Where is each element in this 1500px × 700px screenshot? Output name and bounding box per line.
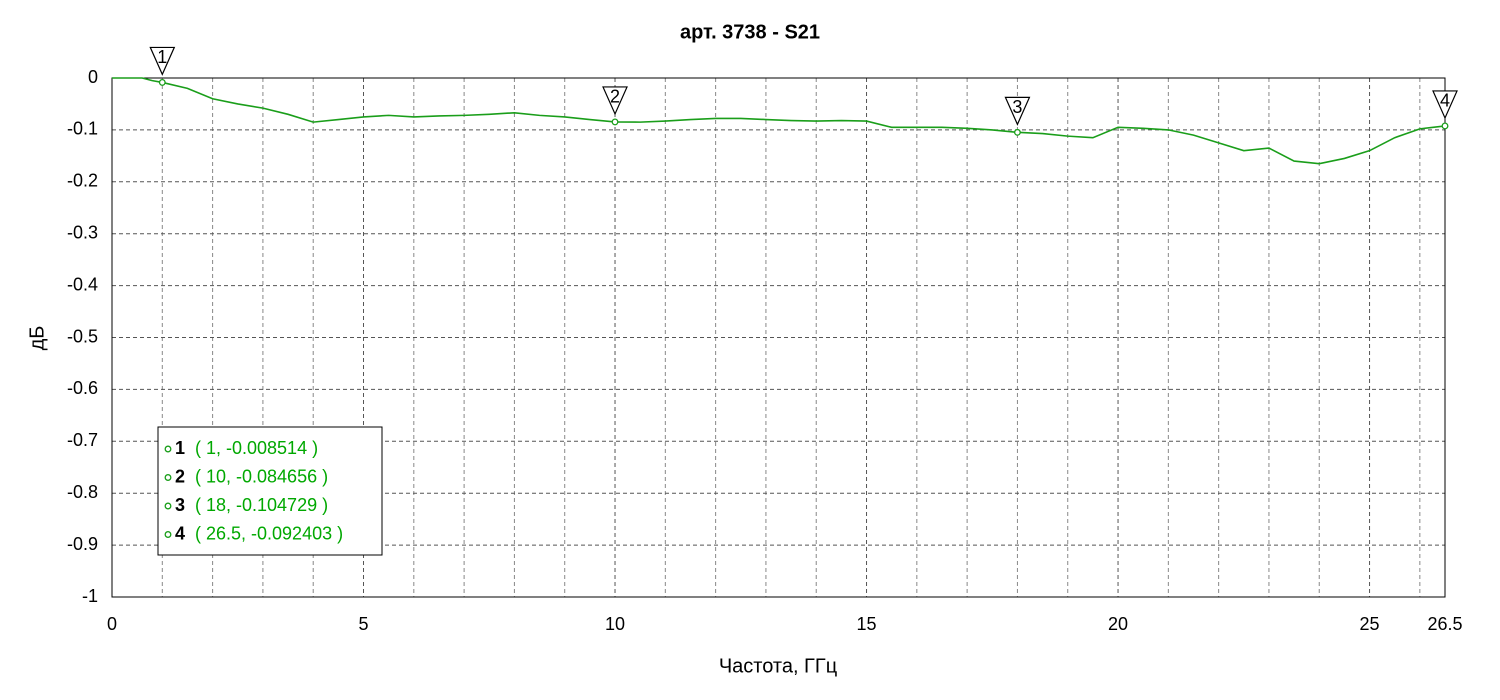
x-axis-label: Частота, ГГц bbox=[719, 655, 837, 677]
x-tick-label: 26.5 bbox=[1427, 614, 1462, 634]
legend-number: 3 bbox=[175, 495, 185, 515]
marker-triangle bbox=[1004, 96, 1031, 126]
legend-value: ( 18, -0.104729 ) bbox=[195, 495, 328, 515]
y-tick-label: -0.2 bbox=[67, 171, 98, 191]
marker-point bbox=[611, 118, 619, 126]
legend-number: 2 bbox=[175, 466, 185, 486]
y-tick-label: -0.3 bbox=[67, 222, 98, 242]
legend-number: 1 bbox=[175, 438, 185, 458]
y-tick-label: -1 bbox=[82, 586, 98, 606]
marker-number: 3 bbox=[1012, 97, 1022, 117]
legend-value: ( 26.5, -0.092403 ) bbox=[195, 523, 343, 543]
legend-dot bbox=[164, 531, 172, 538]
marker-point bbox=[1013, 128, 1021, 136]
y-tick-label: -0.1 bbox=[67, 119, 98, 139]
y-tick-label: -0.7 bbox=[67, 430, 98, 450]
y-axis-label: дБ bbox=[26, 326, 48, 351]
marker-point bbox=[1441, 122, 1449, 130]
y-tick-label: -0.8 bbox=[67, 482, 98, 502]
legend-number: 4 bbox=[175, 523, 185, 543]
y-tick-label: -0.4 bbox=[67, 274, 98, 294]
marker-point bbox=[158, 78, 166, 86]
y-tick-label: 0 bbox=[88, 67, 98, 87]
legend-value: ( 10, -0.084656 ) bbox=[195, 466, 328, 486]
marker-legend bbox=[157, 426, 383, 556]
x-tick-label: 20 bbox=[1108, 614, 1128, 634]
line bbox=[112, 77, 1446, 165]
x-tick-label: 25 bbox=[1360, 614, 1380, 634]
x-tick-label: 0 bbox=[107, 614, 117, 634]
x-tick-label: 5 bbox=[359, 614, 369, 634]
marker-number: 1 bbox=[157, 47, 167, 67]
y-tick-label: -0.5 bbox=[67, 326, 98, 346]
chart-title: арт. 3738 - S21 bbox=[680, 21, 820, 43]
legend-dot bbox=[164, 474, 172, 481]
marker-number: 2 bbox=[610, 87, 620, 107]
marker-triangle bbox=[602, 86, 628, 116]
x-tick-label: 15 bbox=[857, 614, 877, 634]
marker-triangle bbox=[1432, 90, 1458, 120]
marker-triangle bbox=[149, 46, 176, 76]
y-tick-label: -0.9 bbox=[67, 534, 98, 554]
legend-value: ( 1, -0.008514 ) bbox=[195, 438, 318, 458]
legend-dot bbox=[164, 445, 172, 453]
x-tick-label: 10 bbox=[605, 614, 625, 634]
plot-frame bbox=[111, 77, 1446, 598]
marker-number: 4 bbox=[1440, 91, 1450, 111]
y-tick-label: -0.6 bbox=[67, 378, 98, 398]
legend-dot bbox=[164, 502, 172, 510]
